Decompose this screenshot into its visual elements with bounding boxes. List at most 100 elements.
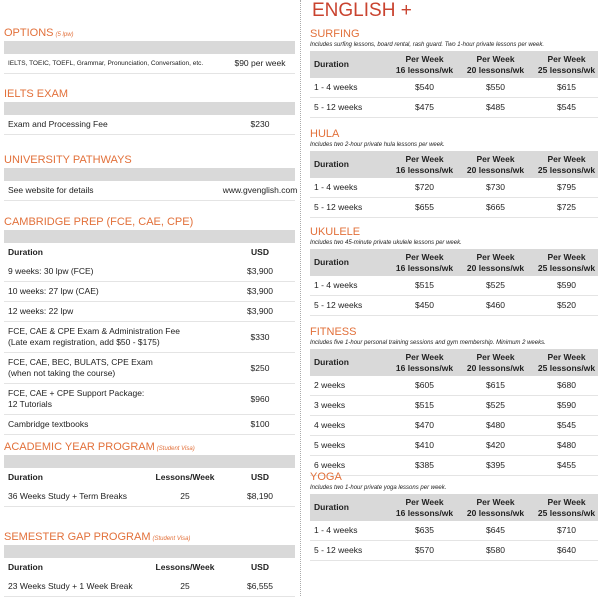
table-row: 2 weeks $605 $615 $680 — [310, 376, 598, 396]
table-cell: $525 — [486, 280, 505, 290]
table-cell: www.gvenglish.com — [222, 185, 298, 195]
table-cell: $330 — [250, 331, 270, 342]
table-cell: $6,555 — [247, 581, 273, 591]
table-cell: $100 — [250, 419, 270, 429]
table-cell: $960 — [250, 393, 270, 404]
table-cell: $90 per week — [234, 58, 286, 68]
table-cell: $720 — [415, 182, 434, 192]
table-cell: $420 — [486, 440, 505, 450]
section-title: OPTIONS (5 lpw) — [4, 25, 295, 41]
section-title: FITNESS — [310, 326, 357, 338]
table-row: FCE, CAE & CPE Exam & Administration Fee… — [4, 322, 295, 353]
page-title: ENGLISH + — [312, 0, 412, 21]
header-cell: Per Week 20 lessons/wk — [466, 351, 525, 373]
table-cell: $520 — [557, 300, 576, 310]
table-cell: $665 — [486, 202, 505, 212]
table-cell: 1 - 4 weeks — [314, 280, 358, 290]
section: IELTS EXAM Exam and Processing Fee $230 — [4, 86, 295, 135]
table-cell: $515 — [415, 400, 434, 410]
table-cell: $3,900 — [247, 286, 273, 296]
header-cell: Lessons/Week — [155, 472, 215, 482]
table-cell: $410 — [415, 440, 434, 450]
header-cell: Duration — [8, 472, 43, 482]
table-cell: Exam and Processing Fee — [8, 119, 108, 129]
table-cell: 25 — [180, 491, 190, 501]
section: HULA Includes two 2-hour private hula les… — [310, 128, 598, 218]
table-cell: See website for details — [8, 185, 94, 195]
table-row: FCE, CAE + CPE Support Package: 12 Tutor… — [4, 384, 295, 415]
table-cell: $480 — [557, 440, 576, 450]
header-cell: Duration — [314, 59, 349, 69]
table-cell: $480 — [486, 420, 505, 430]
section-description: Includes two 1-hour private yoga lessons… — [310, 485, 447, 491]
table-row: 1 - 4 weeks $515 $525 $590 — [310, 276, 598, 296]
table-cell: 4 weeks — [314, 420, 346, 430]
header-cell: Per Week 16 lessons/wk — [395, 251, 454, 273]
section-title: YOGA — [310, 471, 342, 483]
header-cell: Duration — [8, 247, 43, 257]
table-cell: $635 — [415, 525, 434, 535]
table-cell: 5 - 12 weeks — [314, 545, 363, 555]
section-bar — [4, 230, 295, 243]
section-title: SURFING — [310, 28, 360, 40]
table-row: 6 weeks $385 $395 $455 — [310, 456, 598, 476]
section-note: (5 lpw) — [55, 32, 74, 38]
table-row: 9 weeks: 30 lpw (FCE) $3,900 — [4, 262, 295, 282]
table-cell: 3 weeks — [314, 400, 346, 410]
header-row: Duration Per Week 16 lessons/wk Per Week 2… — [310, 349, 598, 376]
table-cell: $615 — [486, 380, 505, 390]
header-cell: Per Week 25 lessons/wk — [537, 53, 596, 75]
table-cell: 5 - 12 weeks — [314, 202, 363, 212]
table-cell: $615 — [557, 82, 576, 92]
table-row: 5 - 12 weeks $655 $665 $725 — [310, 198, 598, 218]
table-cell: $470 — [415, 420, 434, 430]
table-cell: $605 — [415, 380, 434, 390]
table-cell: $450 — [415, 300, 434, 310]
table-cell: FCE, CAE + CPE Support Package: 12 Tutor… — [8, 388, 145, 409]
header-row: Duration Per Week 16 lessons/wk Per Week 2… — [310, 494, 598, 521]
table-cell: $590 — [557, 280, 576, 290]
section-bar — [4, 168, 295, 181]
section-note: (Student Visa) — [156, 446, 195, 452]
section-title-text: ACADEMIC YEAR PROGRAM — [4, 441, 155, 453]
table-cell: $645 — [486, 525, 505, 535]
table-row: 1 - 4 weeks $540 $550 $615 — [310, 78, 598, 98]
table-cell: $525 — [486, 400, 505, 410]
header-cell: Per Week 20 lessons/wk — [466, 53, 525, 75]
table-cell: $475 — [415, 102, 434, 112]
section: CAMBRIDGE PREP (FCE, CAE, CPE) Duration US… — [4, 214, 295, 435]
header-cell: Per Week 25 lessons/wk — [537, 496, 596, 518]
table-cell: $230 — [250, 119, 270, 129]
table-cell: $640 — [557, 545, 576, 555]
table-row: 12 weeks: 22 lpw $3,900 — [4, 302, 295, 322]
table-row: See website for details www.gvenglish.com — [4, 181, 298, 201]
table-row: 23 Weeks Study + 1 Week Break 25 $6,555 — [4, 577, 295, 597]
table-row: Exam and Processing Fee $230 — [4, 115, 295, 135]
header-row: Duration Per Week 16 lessons/wk Per Week 2… — [310, 249, 598, 276]
table-cell: 12 weeks: 22 lpw — [8, 306, 74, 316]
table-cell: 1 - 4 weeks — [314, 82, 358, 92]
table-cell: 1 - 4 weeks — [314, 525, 358, 535]
table-cell: $460 — [486, 300, 505, 310]
section-title: UKULELE — [310, 226, 361, 238]
header-cell: USD — [251, 472, 269, 482]
header-cell: Duration — [314, 502, 349, 512]
section-bar — [4, 455, 295, 468]
table-cell: $710 — [557, 525, 576, 535]
table-cell: 36 Weeks Study + Term Breaks — [8, 491, 127, 501]
table-cell: $570 — [415, 545, 434, 555]
table-cell: $655 — [415, 202, 434, 212]
section-title-text: SEMESTER GAP PROGRAM — [4, 531, 151, 543]
table-row: FCE, CAE, BEC, BULATS, CPE Exam (when no… — [4, 353, 295, 384]
header-cell: Per Week 25 lessons/wk — [537, 153, 596, 175]
table-row: 10 weeks: 27 lpw (CAE) $3,900 — [4, 282, 295, 302]
section: UKULELE Includes two 45-minute private uk… — [310, 226, 598, 316]
table-cell: 5 - 12 weeks — [314, 300, 363, 310]
table-cell: $455 — [557, 460, 576, 470]
table-row: 36 Weeks Study + Term Breaks 25 $8,190 — [4, 487, 295, 507]
table-row: 4 weeks $470 $480 $545 — [310, 416, 598, 436]
table-cell: $540 — [415, 82, 434, 92]
table-cell: $8,190 — [247, 491, 273, 501]
table-cell: $545 — [557, 420, 576, 430]
